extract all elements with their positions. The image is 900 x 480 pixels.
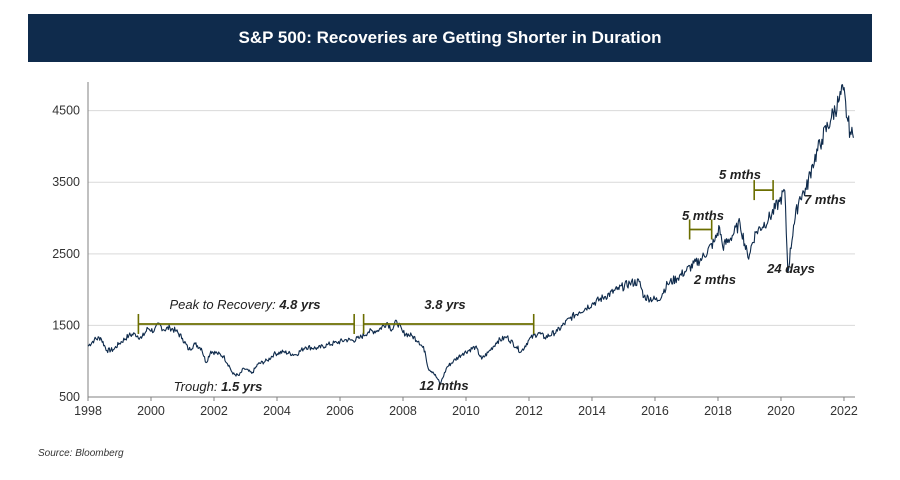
- chart-title: S&P 500: Recoveries are Getting Shorter …: [238, 28, 662, 47]
- y-tick-label: 2500: [52, 247, 80, 261]
- x-tick-label: 2002: [200, 404, 228, 418]
- label-peak-to-recovery-value: 4.8 yrs: [278, 297, 320, 312]
- span-recovery-2018: [688, 219, 713, 240]
- x-tick-label: 2008: [389, 404, 417, 418]
- x-tick-label: 2016: [641, 404, 669, 418]
- x-tick-label: 2018: [704, 404, 732, 418]
- label-peak-to-recovery-prefix: Peak to Recovery:: [169, 297, 279, 312]
- label-7-mths: 7 mths: [804, 192, 846, 207]
- label-12-mths: 12 mths: [419, 378, 468, 393]
- series-line-sp500: [87, 84, 854, 385]
- axes: 500 1500 2500 3500 4500 1998 2000 2002 2004 2006 2…: [52, 82, 858, 418]
- label-12-mths-value: 12 mths: [419, 378, 468, 393]
- span-recovery-2007: [362, 313, 535, 334]
- y-tick-label: 3500: [52, 175, 80, 189]
- x-tick-label: 2020: [767, 404, 795, 418]
- annotations: Peak to Recovery: 4.8 yrs 3.8 yrs 5 mths 5 …: [137, 167, 846, 394]
- span-peak-to-recovery-2000: [137, 313, 355, 334]
- label-trough-value: 1.5 yrs: [221, 379, 262, 394]
- label-5-mths-2018-value: 5 mths: [682, 208, 724, 223]
- x-tick-label: 2022: [830, 404, 858, 418]
- label-5-mths-2019: 5 mths: [719, 167, 761, 182]
- label-7-mths-value: 7 mths: [804, 192, 846, 207]
- x-tick-label: 2000: [137, 404, 165, 418]
- grid-lines: [88, 110, 855, 326]
- x-tick-label: 2012: [515, 404, 543, 418]
- x-tick-label: 2010: [452, 404, 480, 418]
- y-tick-label: 4500: [52, 104, 80, 118]
- y-tick-label: 1500: [52, 318, 80, 332]
- source-note: Source: Bloomberg: [38, 448, 124, 459]
- x-tick-label: 2006: [326, 404, 354, 418]
- label-24-days-value: 24 days: [766, 261, 815, 276]
- label-3-8-yrs: 3.8 yrs: [424, 297, 465, 312]
- x-tick-label: 2014: [578, 404, 606, 418]
- label-2-mths: 2 mths: [693, 272, 736, 287]
- label-5-mths-2019-value: 5 mths: [719, 167, 761, 182]
- x-tick-label: 2004: [263, 404, 291, 418]
- label-5-mths-2018: 5 mths: [682, 208, 724, 223]
- label-3-8-yrs-value: 3.8 yrs: [424, 297, 465, 312]
- x-tick-label: 1998: [74, 404, 102, 418]
- y-tick-label: 500: [59, 390, 80, 404]
- label-24-days: 24 days: [766, 261, 815, 276]
- chart-title-bar: S&P 500: Recoveries are Getting Shorter …: [28, 14, 872, 62]
- label-peak-to-recovery: Peak to Recovery: 4.8 yrs: [169, 297, 320, 312]
- label-trough-prefix: Trough:: [174, 379, 221, 394]
- span-recovery-2019: [753, 180, 774, 201]
- series-layer: [87, 84, 854, 385]
- label-2-mths-value: 2 mths: [693, 272, 736, 287]
- label-trough: Trough: 1.5 yrs: [174, 379, 263, 394]
